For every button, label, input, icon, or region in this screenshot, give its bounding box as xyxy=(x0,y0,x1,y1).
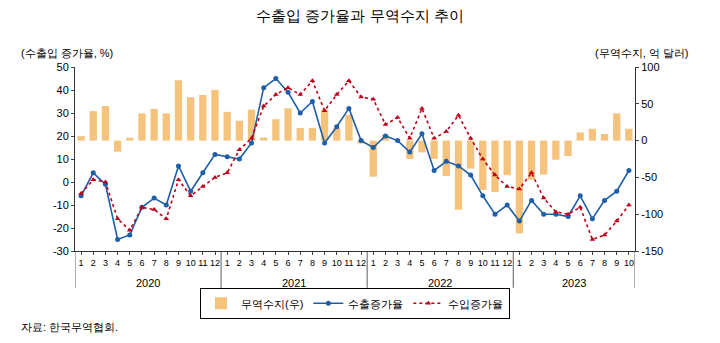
svg-text:2020: 2020 xyxy=(136,277,160,289)
svg-text:2: 2 xyxy=(383,258,388,268)
svg-text:3: 3 xyxy=(541,258,546,268)
svg-text:7: 7 xyxy=(152,258,157,268)
svg-text:6: 6 xyxy=(286,258,291,268)
svg-text:2023: 2023 xyxy=(562,277,586,289)
svg-text:11: 11 xyxy=(198,258,207,268)
svg-text:-30: -30 xyxy=(53,245,69,257)
svg-text:9: 9 xyxy=(468,258,473,268)
svg-text:0: 0 xyxy=(63,176,69,188)
svg-text:3: 3 xyxy=(103,258,108,268)
svg-text:10: 10 xyxy=(332,258,342,268)
svg-text:-50: -50 xyxy=(641,171,657,183)
svg-text:1: 1 xyxy=(225,258,230,268)
svg-text:(수출입 증가율, %): (수출입 증가율, %) xyxy=(21,47,113,59)
svg-text:8: 8 xyxy=(310,258,315,268)
svg-text:6: 6 xyxy=(139,258,144,268)
svg-text:-100: -100 xyxy=(641,208,663,220)
svg-text:수출증가율: 수출증가율 xyxy=(348,298,403,310)
svg-text:8: 8 xyxy=(164,258,169,268)
svg-text:4: 4 xyxy=(553,258,558,268)
svg-text:4: 4 xyxy=(407,258,412,268)
svg-text:2021: 2021 xyxy=(282,277,306,289)
svg-text:50: 50 xyxy=(641,98,653,110)
svg-text:자료: 한국무역협회.: 자료: 한국무역협회. xyxy=(21,321,118,333)
svg-text:50: 50 xyxy=(57,61,69,73)
svg-text:무역수지(우): 무역수지(우) xyxy=(241,298,303,310)
svg-text:2: 2 xyxy=(529,258,534,268)
svg-text:100: 100 xyxy=(641,61,659,73)
svg-text:9: 9 xyxy=(322,258,327,268)
svg-text:3: 3 xyxy=(395,258,400,268)
svg-text:2022: 2022 xyxy=(428,277,452,289)
svg-text:10: 10 xyxy=(186,258,196,268)
svg-text:3: 3 xyxy=(249,258,254,268)
svg-text:0: 0 xyxy=(641,134,647,146)
svg-text:2: 2 xyxy=(91,258,96,268)
svg-text:8: 8 xyxy=(602,258,607,268)
svg-text:9: 9 xyxy=(176,258,181,268)
svg-text:-20: -20 xyxy=(53,222,69,234)
svg-text:9: 9 xyxy=(614,258,619,268)
svg-text:5: 5 xyxy=(127,258,132,268)
svg-text:30: 30 xyxy=(57,107,69,119)
svg-text:(무역수지, 억 달러): (무역수지, 억 달러) xyxy=(595,47,689,59)
svg-text:6: 6 xyxy=(578,258,583,268)
svg-text:-150: -150 xyxy=(641,245,663,257)
svg-text:5: 5 xyxy=(419,258,424,268)
svg-text:12: 12 xyxy=(356,258,366,268)
svg-text:5: 5 xyxy=(566,258,571,268)
svg-text:6: 6 xyxy=(432,258,437,268)
svg-text:5: 5 xyxy=(273,258,278,268)
svg-text:4: 4 xyxy=(261,258,266,268)
svg-text:11: 11 xyxy=(490,258,499,268)
svg-text:1: 1 xyxy=(517,258,522,268)
svg-text:1: 1 xyxy=(79,258,84,268)
svg-text:10: 10 xyxy=(57,153,69,165)
svg-text:40: 40 xyxy=(57,84,69,96)
svg-text:4: 4 xyxy=(115,258,120,268)
svg-text:7: 7 xyxy=(590,258,595,268)
svg-text:-10: -10 xyxy=(53,199,69,211)
svg-text:7: 7 xyxy=(298,258,303,268)
svg-text:7: 7 xyxy=(444,258,449,268)
svg-text:10: 10 xyxy=(624,258,634,268)
svg-text:12: 12 xyxy=(210,258,220,268)
svg-text:수입증가율: 수입증가율 xyxy=(448,298,503,310)
svg-text:수출입 증가율과 무역수지 추이: 수출입 증가율과 무역수지 추이 xyxy=(256,7,464,24)
svg-text:11: 11 xyxy=(344,258,353,268)
svg-text:1: 1 xyxy=(371,258,376,268)
svg-text:8: 8 xyxy=(456,258,461,268)
svg-text:2: 2 xyxy=(237,258,242,268)
svg-text:10: 10 xyxy=(478,258,488,268)
svg-text:12: 12 xyxy=(502,258,512,268)
svg-text:20: 20 xyxy=(57,130,69,142)
